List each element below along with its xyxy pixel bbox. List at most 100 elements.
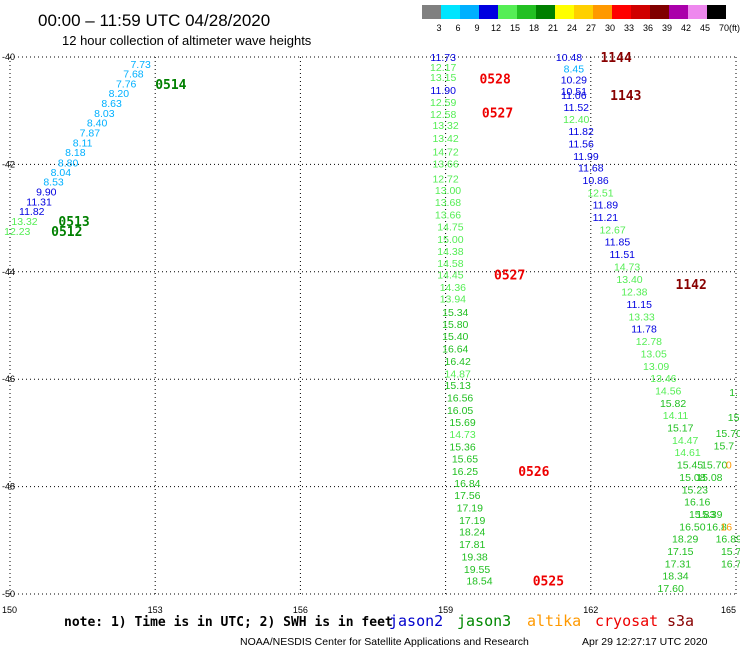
grid-lines [9, 56, 737, 595]
wave-height-value: 15.36 [449, 441, 475, 453]
legend-label: 3 [436, 23, 441, 33]
wave-height-value: 18.54 [466, 576, 492, 588]
satellite-name: cryosat [595, 612, 658, 630]
satellite-name: jason2 [389, 612, 443, 630]
legend-label: (ft) [729, 23, 740, 33]
wave-height-value: 15.82 [660, 398, 686, 410]
legend-label: 6 [455, 23, 460, 33]
legend-label: 36 [643, 23, 653, 33]
wave-height-value: 12.67 [599, 224, 625, 236]
satellite-name: altika [527, 612, 581, 630]
wave-height-value: 8.18 [65, 147, 86, 159]
wave-height-value: 12.78 [636, 336, 662, 348]
x-tick-label: 153 [148, 605, 163, 615]
wave-height-value: 14.73 [614, 261, 640, 273]
wave-height-value: 11.31 [26, 196, 52, 208]
legend-label: 18 [529, 23, 539, 33]
legend-label: 24 [567, 23, 577, 33]
wave-height-value: 15.34 [442, 307, 468, 319]
time-label: 0526 [518, 465, 549, 480]
wave-height-value: 15.7 [721, 546, 740, 558]
wave-height-value: 15.13 [445, 380, 471, 392]
time-label: 1142 [676, 278, 707, 293]
legend-label: 42 [681, 23, 691, 33]
wave-height-value: 15.83 [689, 509, 715, 521]
legend-label: 9 [474, 23, 479, 33]
wave-height-value: 14.38 [437, 246, 463, 258]
wave-height-value: 1. [729, 387, 738, 399]
wave-height-value: 16.89 [716, 534, 740, 546]
satellite-name: s3a [667, 612, 694, 630]
wave-height-value: 13.66 [435, 209, 461, 221]
wave-height-value: 15 [728, 412, 740, 424]
wave-height-value: 13.68 [435, 197, 461, 209]
wave-height-value: 16.84 [454, 478, 480, 490]
wave-height-value: 16.25 [452, 466, 478, 478]
footer-timestamp: Apr 29 12:27:17 UTC 2020 [582, 636, 708, 648]
wave-height-value: 15.00 [437, 234, 463, 246]
wave-height-value: 11.21 [593, 212, 619, 224]
legend-swatch [517, 5, 536, 19]
wave-height-value: 17.60 [658, 583, 684, 595]
wave-height-value: 15.65 [452, 454, 478, 466]
wave-height-value: 11.73 [430, 52, 456, 64]
wave-height-value: 18.29 [672, 534, 698, 546]
wave-height-value: 7.87 [80, 128, 101, 140]
legend-label: 39 [662, 23, 672, 33]
wave-height-value: 0 [726, 460, 732, 472]
color-legend: 3 6 9 12 15 18 21 24 27 30 33 36 39 42 45 70 (ft) [422, 5, 740, 33]
legend-label: 27 [586, 23, 596, 33]
x-axis-ticks: 150 153 156 159 162 165 [2, 605, 736, 615]
x-tick-label: 150 [2, 605, 17, 615]
wave-height-value: 19.38 [461, 551, 487, 563]
wave-height-value: 13.46 [650, 373, 676, 385]
legend-swatch [650, 5, 669, 19]
wave-height-value: 14.11 [663, 410, 689, 422]
wave-height-value: 7.76 [116, 78, 137, 90]
legend-swatch [688, 5, 707, 19]
wave-height-value: 17.15 [667, 546, 693, 558]
wave-height-value: 15.7 [714, 440, 735, 452]
wave-height-value: 18.24 [459, 527, 485, 539]
wave-height-value: 14.75 [437, 222, 463, 234]
wave-height-value: 13.00 [435, 185, 461, 197]
time-label: 0525 [533, 575, 564, 590]
wave-height-value: 11.99 [573, 151, 599, 163]
legend-label: 70 [719, 23, 729, 33]
wave-height-value: 17.81 [459, 539, 485, 551]
wave-height-value: 16.64 [442, 344, 468, 356]
wave-height-value: 10.51 [561, 86, 587, 98]
wave-height-value: 12.51 [587, 187, 613, 199]
wave-height-value: 8.80 [58, 157, 79, 169]
legend-swatch [536, 5, 555, 19]
x-tick-label: 156 [293, 605, 308, 615]
y-tick-label: -42 [2, 159, 15, 169]
chart-title: 00:00 – 11:59 UTC 04/28/2020 [38, 11, 270, 30]
wave-height-value: 11.89 [593, 200, 619, 212]
legend-swatch [707, 5, 726, 19]
wave-height-value: 14.45 [437, 269, 463, 281]
wave-height-value: 8.63 [101, 98, 122, 110]
wave-height-value: 15.70 [716, 428, 740, 440]
wave-height-value: 16.7 [721, 558, 740, 570]
wave-height-value: 8.20 [109, 88, 130, 100]
legend-label: 21 [548, 23, 558, 33]
legend-swatch [479, 5, 498, 19]
legend-label: 33 [624, 23, 634, 33]
legend-swatch [498, 5, 517, 19]
time-label: 1144 [600, 51, 631, 66]
wave-height-value: 13.94 [440, 294, 466, 306]
wave-height-value: 13.05 [641, 348, 667, 360]
footer-credit: NOAA/NESDIS Center for Satellite Applica… [240, 636, 529, 648]
wave-height-value: 14.73 [449, 429, 475, 441]
chart-subtitle: 12 hour collection of altimeter wave hei… [62, 33, 312, 48]
wave-height-value: 15.23 [682, 484, 708, 496]
wave-height-points: 7.737.687.768.208.638.038.407.878.118.18… [4, 52, 740, 595]
legend-swatch [669, 5, 688, 19]
wave-height-value: 19.55 [464, 564, 490, 576]
wave-height-value: 17.31 [665, 558, 691, 570]
legend-swatch [593, 5, 612, 19]
wave-height-value: 11.52 [564, 102, 590, 114]
wave-height-value: 8.45 [564, 63, 585, 75]
y-tick-label: -46 [2, 374, 15, 384]
